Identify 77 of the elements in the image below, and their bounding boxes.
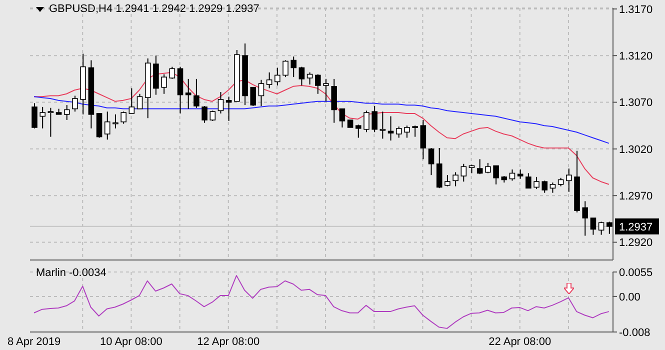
candlestick: [526, 172, 532, 189]
candlestick: [323, 78, 329, 102]
candlestick: [420, 120, 426, 160]
candlestick: [218, 92, 224, 114]
line-series: [34, 96, 610, 144]
candlestick: [582, 200, 588, 236]
candlestick: [590, 218, 596, 236]
candlestick: [72, 95, 78, 112]
candlestick: [250, 86, 256, 106]
candlestick: [404, 125, 410, 138]
candlestick: [364, 110, 370, 133]
candlestick: [202, 106, 208, 124]
line-series: [34, 72, 610, 185]
candlestick: [306, 72, 313, 86]
candlestick: [436, 148, 442, 189]
candlestick: [355, 124, 362, 138]
candlestick: [493, 165, 499, 185]
y-tick-label: 1.2920: [619, 237, 653, 250]
line-series: [34, 275, 610, 329]
candlestick: [290, 56, 297, 78]
chart-title: GBPUSD,H4 1.2941 1.2942 1.2929 1.2937: [49, 3, 260, 15]
y-tick-label: 0.0055: [619, 266, 653, 279]
candlestick: [388, 116, 394, 142]
candlestick: [509, 168, 516, 182]
candlestick: [298, 66, 305, 86]
candlestick: [210, 110, 216, 122]
candlestick: [274, 67, 280, 86]
candlestick: [315, 74, 321, 94]
y-tick-label: 0.00: [619, 291, 640, 304]
candlestick: [48, 107, 54, 138]
candlestick: [185, 78, 192, 110]
candlestick: [476, 158, 483, 175]
y-tick-label: 1.2970: [619, 190, 653, 203]
candlestick: [32, 102, 38, 129]
candlestick: [194, 78, 200, 108]
x-tick-label: 8 Apr 2019: [7, 336, 61, 348]
x-tick-label: 12 Apr 08:00: [197, 336, 260, 348]
candlestick: [112, 114, 118, 129]
y-tick-label: 1.3070: [619, 97, 653, 110]
candlestick: [282, 60, 288, 78]
candlestick: [452, 172, 458, 187]
candlestick: [169, 66, 176, 80]
y-tick-label: 1.3170: [619, 4, 653, 16]
candlestick: [460, 163, 467, 182]
candlestick: [40, 106, 46, 129]
candlestick: [128, 88, 135, 114]
candlestick: [266, 72, 272, 89]
candlestick: [258, 79, 264, 106]
candlestick: [517, 168, 524, 180]
chart-title: Marlin -0.0034: [36, 267, 106, 279]
y-tick-label: -0.008: [619, 326, 650, 339]
candlestick: [566, 168, 572, 192]
candlestick: [339, 108, 346, 128]
candlestick: [64, 104, 70, 120]
candlestick: [598, 221, 604, 236]
candlestick: [534, 176, 540, 190]
candlestick: [96, 112, 102, 138]
candlestick: [428, 148, 434, 176]
candlestick: [396, 126, 402, 138]
x-tick-label: 10 Apr 08:00: [100, 336, 162, 348]
candlestick: [412, 125, 418, 138]
y-tick-label: 1.3120: [619, 50, 653, 63]
candlestick: [226, 96, 232, 122]
candlestick: [120, 111, 126, 124]
candlestick: [444, 174, 450, 187]
candlestick: [485, 162, 491, 174]
ref-line-label: 1.2937: [619, 221, 653, 234]
candlestick: [606, 221, 612, 234]
candlestick: [542, 180, 548, 194]
candlestick: [161, 74, 167, 94]
y-tick-label: 1.3020: [619, 144, 653, 156]
candlestick: [550, 182, 556, 194]
candlestick: [104, 111, 110, 140]
candlestick: [372, 106, 378, 133]
candlestick: [331, 78, 337, 124]
candlestick: [136, 93, 143, 110]
x-tick-label: 22 Apr 08:00: [488, 336, 552, 348]
